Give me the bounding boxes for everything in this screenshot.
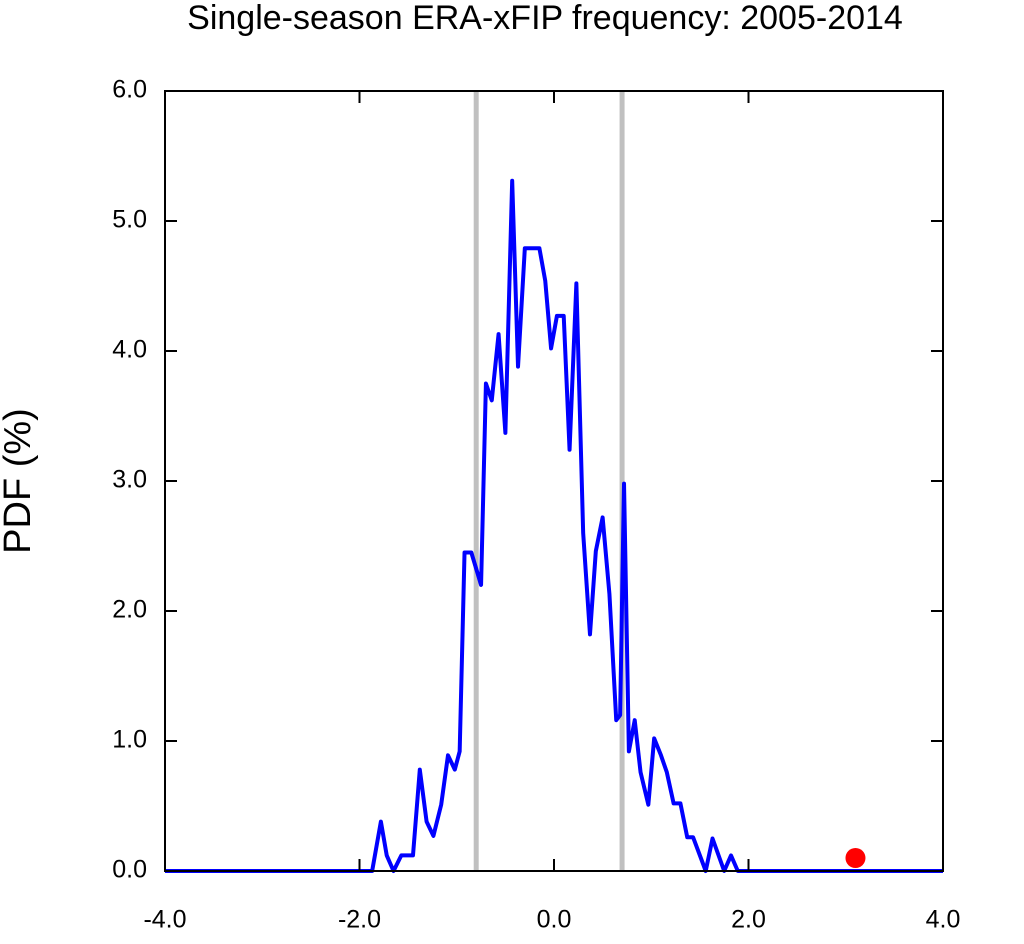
y-tick-label: 2.0 bbox=[112, 596, 147, 624]
x-tick-label: 0.0 bbox=[537, 906, 572, 934]
y-tick-label: 3.0 bbox=[112, 466, 147, 494]
y-tick-label: 1.0 bbox=[112, 726, 147, 754]
plot-frame bbox=[164, 90, 944, 872]
y-tick-label: 5.0 bbox=[112, 206, 147, 234]
x-tick-label: 2.0 bbox=[731, 906, 766, 934]
chart-title: Single-season ERA-xFIP frequency: 2005-2… bbox=[187, 0, 903, 37]
data-line bbox=[165, 178, 943, 873]
x-tick-label: 4.0 bbox=[926, 906, 961, 934]
x-tick-label: -4.0 bbox=[143, 906, 186, 934]
marker-point bbox=[845, 848, 866, 868]
y-tick-label: 0.0 bbox=[112, 856, 147, 884]
y-axis-label: PDF (%) bbox=[0, 408, 39, 554]
y-tick-label: 4.0 bbox=[112, 336, 147, 364]
y-tick-label: 6.0 bbox=[112, 76, 147, 104]
x-tick-label: -2.0 bbox=[338, 906, 381, 934]
